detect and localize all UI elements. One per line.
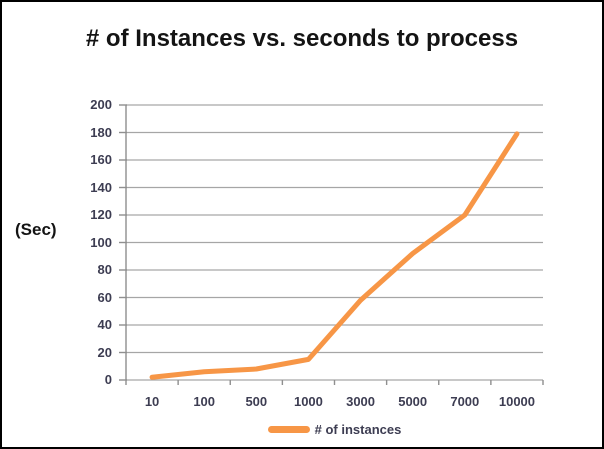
legend-line-swatch (267, 426, 310, 433)
x-tick-label: 7000 (450, 394, 480, 409)
y-tick-label: 0 (104, 372, 112, 387)
x-tick-label: 500 (245, 394, 268, 409)
y-tick-label: 140 (90, 179, 112, 195)
y-tick-label: 80 (97, 262, 112, 277)
legend: # of instances (126, 422, 543, 437)
x-tick-label: 3000 (346, 394, 376, 409)
y-tick-label: 120 (90, 207, 112, 222)
y-tick-label: 60 (97, 289, 112, 305)
y-axis-title: (Sec) (15, 220, 57, 239)
y-tick-label: 100 (90, 234, 112, 250)
x-tick-label: 100 (193, 394, 216, 409)
y-tick-label: 200 (90, 97, 112, 112)
y-tick-label: 20 (97, 344, 112, 360)
x-tick-label: 10000 (498, 394, 536, 409)
x-tick-label: 1000 (293, 394, 323, 409)
x-tick-label: 5000 (398, 394, 428, 409)
y-tick-label: 180 (90, 124, 112, 140)
legend-label: # of instances (314, 422, 402, 437)
y-tick-label: 40 (97, 317, 112, 332)
series-line (149, 131, 520, 380)
y-tick-label: 160 (90, 152, 112, 167)
x-tick-label: 10 (144, 394, 160, 409)
chart-title: # of Instances vs. seconds to process (85, 25, 519, 52)
